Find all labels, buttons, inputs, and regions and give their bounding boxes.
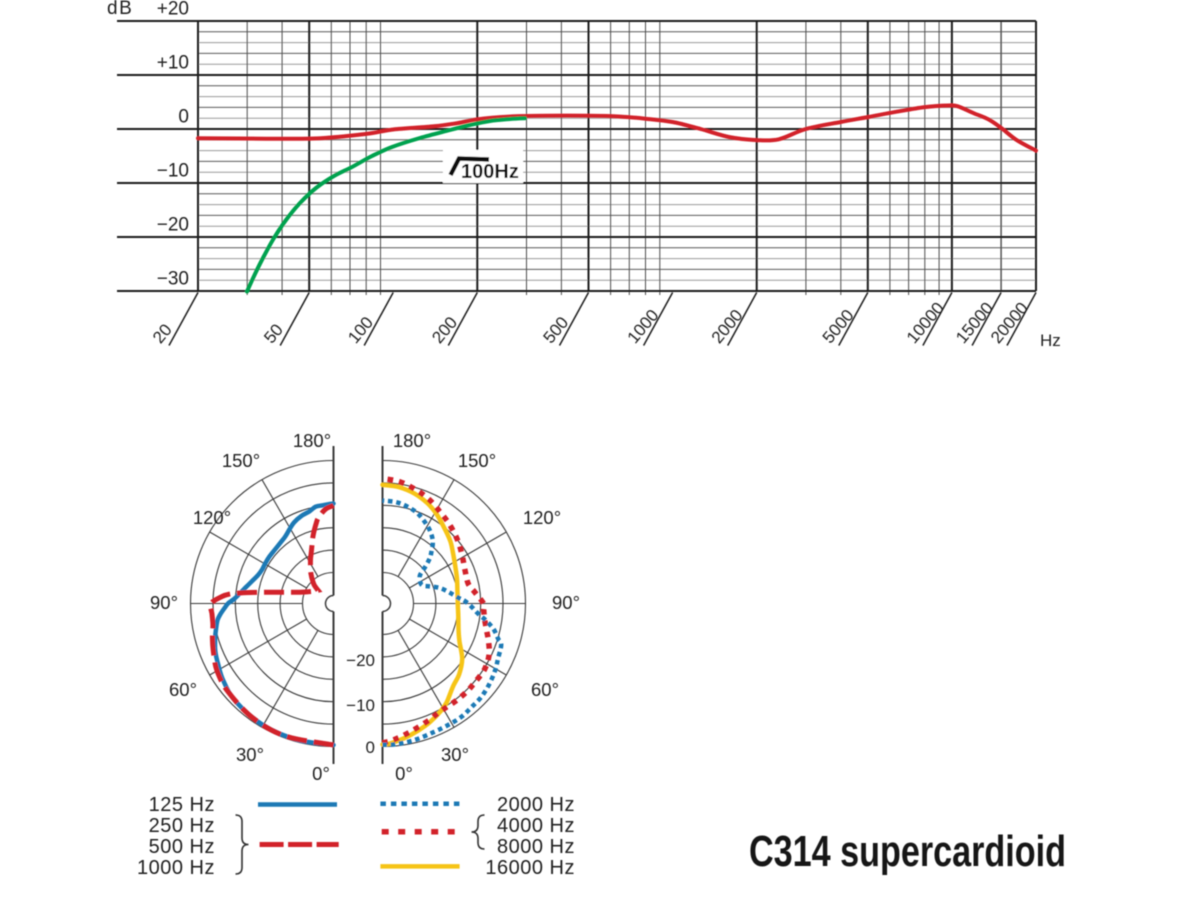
svg-text:Hz: Hz bbox=[1040, 331, 1061, 350]
svg-text:60°: 60° bbox=[531, 679, 559, 700]
svg-text:60°: 60° bbox=[169, 679, 197, 700]
svg-text:150°: 150° bbox=[458, 450, 496, 471]
svg-text:1000 Hz: 1000 Hz bbox=[137, 857, 215, 879]
svg-text:−20: −20 bbox=[157, 215, 189, 236]
svg-text:−20: −20 bbox=[346, 651, 375, 670]
svg-text:500 Hz: 500 Hz bbox=[149, 836, 215, 858]
svg-text:30°: 30° bbox=[441, 744, 469, 765]
svg-text:20: 20 bbox=[149, 320, 176, 347]
svg-text:dB: dB bbox=[107, 0, 133, 19]
svg-text:1000: 1000 bbox=[624, 306, 663, 347]
svg-text:−30: −30 bbox=[157, 269, 189, 290]
svg-text:90°: 90° bbox=[552, 592, 580, 613]
svg-text:30°: 30° bbox=[236, 744, 264, 765]
svg-text:8000 Hz: 8000 Hz bbox=[497, 836, 575, 858]
svg-text:0: 0 bbox=[178, 107, 189, 128]
svg-text:+10: +10 bbox=[157, 53, 189, 74]
svg-text:500: 500 bbox=[540, 313, 573, 347]
svg-text:90°: 90° bbox=[150, 592, 178, 613]
svg-text:−10: −10 bbox=[346, 696, 375, 715]
svg-text:0°: 0° bbox=[312, 763, 330, 784]
svg-text:16000 Hz: 16000 Hz bbox=[485, 857, 575, 879]
svg-text:180°: 180° bbox=[293, 430, 331, 451]
svg-text:50: 50 bbox=[260, 320, 287, 347]
svg-text:2000: 2000 bbox=[708, 306, 747, 347]
svg-text:100: 100 bbox=[344, 313, 377, 347]
svg-text:2000 Hz: 2000 Hz bbox=[497, 794, 575, 816]
svg-text:150°: 150° bbox=[222, 450, 260, 471]
svg-text:200: 200 bbox=[428, 313, 461, 347]
svg-text:−10: −10 bbox=[157, 161, 189, 182]
svg-text:0: 0 bbox=[366, 738, 375, 757]
svg-text:0°: 0° bbox=[395, 763, 413, 784]
svg-text:4000 Hz: 4000 Hz bbox=[497, 815, 575, 837]
svg-text:5000: 5000 bbox=[819, 306, 858, 347]
svg-text:180°: 180° bbox=[393, 430, 431, 451]
svg-text:250 Hz: 250 Hz bbox=[149, 815, 215, 837]
svg-text:120°: 120° bbox=[523, 507, 561, 528]
svg-text:100Hz: 100Hz bbox=[461, 161, 519, 183]
svg-text:125 Hz: 125 Hz bbox=[149, 794, 215, 816]
svg-text:+20: +20 bbox=[157, 0, 189, 20]
svg-text:C314 supercardioid: C314 supercardioid bbox=[749, 827, 1066, 876]
svg-text:120°: 120° bbox=[193, 507, 231, 528]
